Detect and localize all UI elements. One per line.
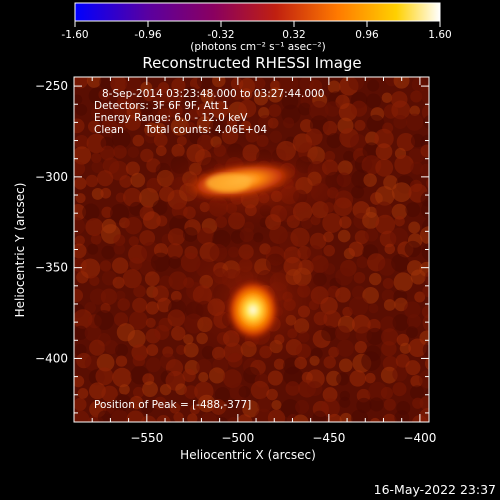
plot-title: Reconstructed RHESSI Image	[142, 54, 361, 72]
annotation-clean: Clean	[94, 124, 124, 136]
lower-source	[227, 280, 279, 340]
x-tick-label: −550	[130, 431, 163, 445]
solar-image	[74, 77, 429, 422]
y-tick-label: −400	[35, 351, 68, 365]
annotation-peak-position: Position of Peak = [-488,-377]	[94, 399, 251, 411]
annotation-energy: Energy Range: 6.0 - 12.0 keV	[94, 112, 248, 124]
colorbar-ticks	[74, 21, 441, 27]
colorbar-tick-label: -0.32	[207, 29, 234, 41]
colorbar-tick-label: 0.32	[282, 29, 305, 41]
annotation-time-range: 8-Sep-2014 03:23:48.000 to 03:27:44.000	[102, 88, 324, 100]
y-axis-label: Heliocentric Y (arcsec)	[13, 183, 27, 318]
annotation-total-counts: Total counts: 4.06E+04	[144, 124, 267, 136]
x-tick-label: −450	[312, 431, 345, 445]
axis-ticks	[73, 77, 429, 422]
colorbar-tick-label: 1.60	[428, 29, 451, 41]
annotation-detectors: Detectors: 3F 6F 9F, Att 1	[94, 100, 229, 112]
colorbar-tick-label: -1.60	[61, 29, 88, 41]
colorbar-units: (photons cm⁻² s⁻¹ asec⁻²)	[190, 41, 325, 53]
x-tick-label: −400	[403, 431, 436, 445]
y-tick-label: −350	[35, 261, 68, 275]
colorbar-tick-label: 0.96	[355, 29, 379, 41]
colorbar	[74, 2, 441, 22]
y-tick-label: −300	[35, 170, 68, 184]
y-tick-label: −250	[35, 79, 68, 93]
x-axis-label: Heliocentric X (arcsec)	[180, 448, 316, 462]
x-tick-label: −500	[221, 431, 254, 445]
timestamp: 16-May-2022 23:37	[374, 482, 496, 497]
colorbar-tick-label: -0.96	[134, 29, 161, 41]
